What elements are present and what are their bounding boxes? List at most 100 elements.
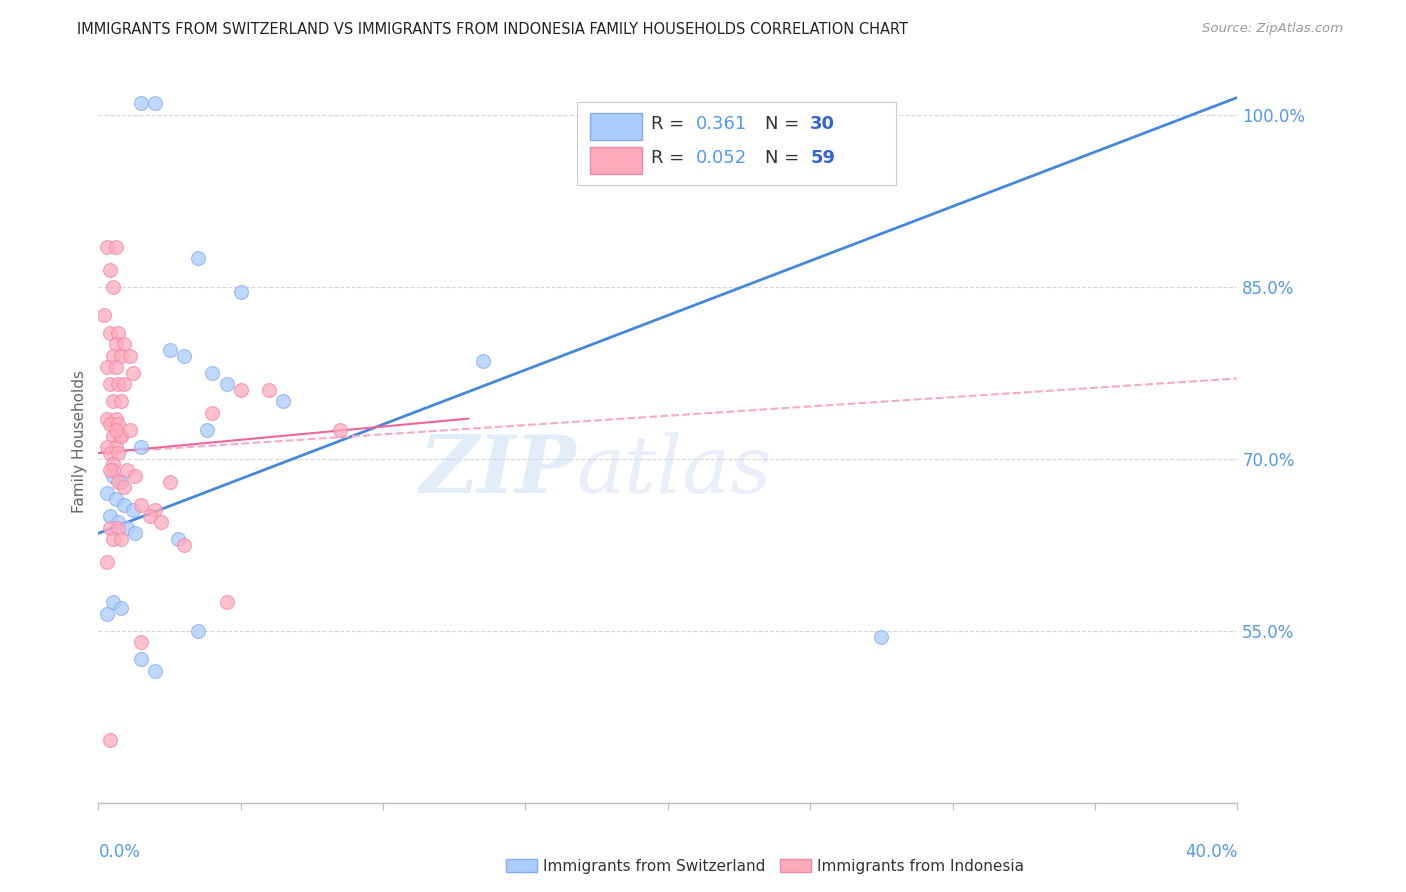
Point	[107, 446, 129, 460]
Text: 0.052: 0.052	[696, 149, 748, 167]
Point	[98, 446, 121, 460]
Text: N =: N =	[765, 115, 804, 133]
Point	[96, 239, 118, 253]
Point	[96, 486, 118, 500]
Point	[110, 429, 132, 443]
Text: R =: R =	[651, 149, 690, 167]
Text: atlas: atlas	[576, 432, 772, 509]
Point	[101, 532, 124, 546]
Point	[104, 337, 127, 351]
Point	[259, 383, 281, 397]
Point	[110, 532, 132, 546]
Point	[159, 343, 181, 357]
Text: 40.0%: 40.0%	[1185, 843, 1237, 861]
Text: IMMIGRANTS FROM SWITZERLAND VS IMMIGRANTS FROM INDONESIA FAMILY HOUSEHOLDS CORRE: IMMIGRANTS FROM SWITZERLAND VS IMMIGRANT…	[77, 22, 908, 37]
Point	[129, 498, 152, 512]
Text: 0.0%: 0.0%	[98, 843, 141, 861]
Point	[124, 469, 146, 483]
Text: Immigrants from Indonesia: Immigrants from Indonesia	[817, 859, 1024, 873]
Point	[101, 394, 124, 409]
Point	[273, 394, 295, 409]
Point	[107, 377, 129, 392]
Point	[145, 96, 167, 111]
Point	[215, 595, 238, 609]
Point	[96, 440, 118, 454]
Point	[101, 458, 124, 472]
Point	[110, 600, 132, 615]
Point	[121, 366, 143, 380]
Point	[173, 538, 195, 552]
Point	[93, 309, 115, 323]
Point	[98, 262, 121, 277]
Point	[145, 664, 167, 678]
Point	[229, 383, 252, 397]
Point	[98, 377, 121, 392]
Point	[118, 349, 141, 363]
Point	[101, 429, 124, 443]
Point	[98, 463, 121, 477]
Point	[98, 509, 121, 524]
Text: Immigrants from Switzerland: Immigrants from Switzerland	[543, 859, 765, 873]
Text: Source: ZipAtlas.com: Source: ZipAtlas.com	[1202, 22, 1343, 36]
Point	[215, 377, 238, 392]
Point	[150, 515, 173, 529]
Text: 59: 59	[810, 149, 835, 167]
Point	[101, 469, 124, 483]
Point	[110, 475, 132, 489]
Point	[110, 394, 132, 409]
Point	[187, 624, 209, 638]
Point	[107, 326, 129, 340]
Point	[104, 359, 127, 374]
Point	[110, 429, 132, 443]
Point	[101, 349, 124, 363]
Point	[129, 635, 152, 649]
Point	[112, 498, 135, 512]
Point	[195, 423, 218, 437]
Point	[107, 520, 129, 534]
Point	[229, 285, 252, 300]
Y-axis label: Family Households: Family Households	[72, 370, 87, 513]
Point	[104, 423, 127, 437]
Point	[173, 349, 195, 363]
Point	[471, 354, 494, 368]
Point	[329, 423, 352, 437]
Point	[96, 411, 118, 425]
Point	[110, 349, 132, 363]
Point	[145, 503, 167, 517]
Point	[101, 279, 124, 293]
Point	[121, 503, 143, 517]
Point	[98, 520, 121, 534]
Point	[107, 515, 129, 529]
Point	[101, 463, 124, 477]
Point	[98, 417, 121, 432]
Point	[167, 532, 190, 546]
Text: 0.361: 0.361	[696, 115, 748, 133]
Point	[115, 463, 138, 477]
Point	[112, 480, 135, 494]
Point	[107, 417, 129, 432]
Point	[124, 526, 146, 541]
Point	[201, 406, 224, 420]
Point	[98, 326, 121, 340]
Point	[96, 555, 118, 569]
FancyBboxPatch shape	[591, 112, 641, 140]
Point	[96, 359, 118, 374]
Point	[112, 337, 135, 351]
Point	[98, 732, 121, 747]
Point	[187, 251, 209, 265]
Text: N =: N =	[765, 149, 804, 167]
Point	[138, 509, 160, 524]
FancyBboxPatch shape	[576, 102, 896, 185]
Text: ZIP: ZIP	[420, 432, 576, 509]
Text: 30: 30	[810, 115, 835, 133]
Point	[107, 475, 129, 489]
Point	[159, 475, 181, 489]
Point	[104, 239, 127, 253]
FancyBboxPatch shape	[591, 147, 641, 174]
Point	[870, 630, 893, 644]
Point	[104, 491, 127, 506]
Point	[96, 607, 118, 621]
Point	[129, 652, 152, 666]
Point	[115, 520, 138, 534]
Point	[104, 440, 127, 454]
